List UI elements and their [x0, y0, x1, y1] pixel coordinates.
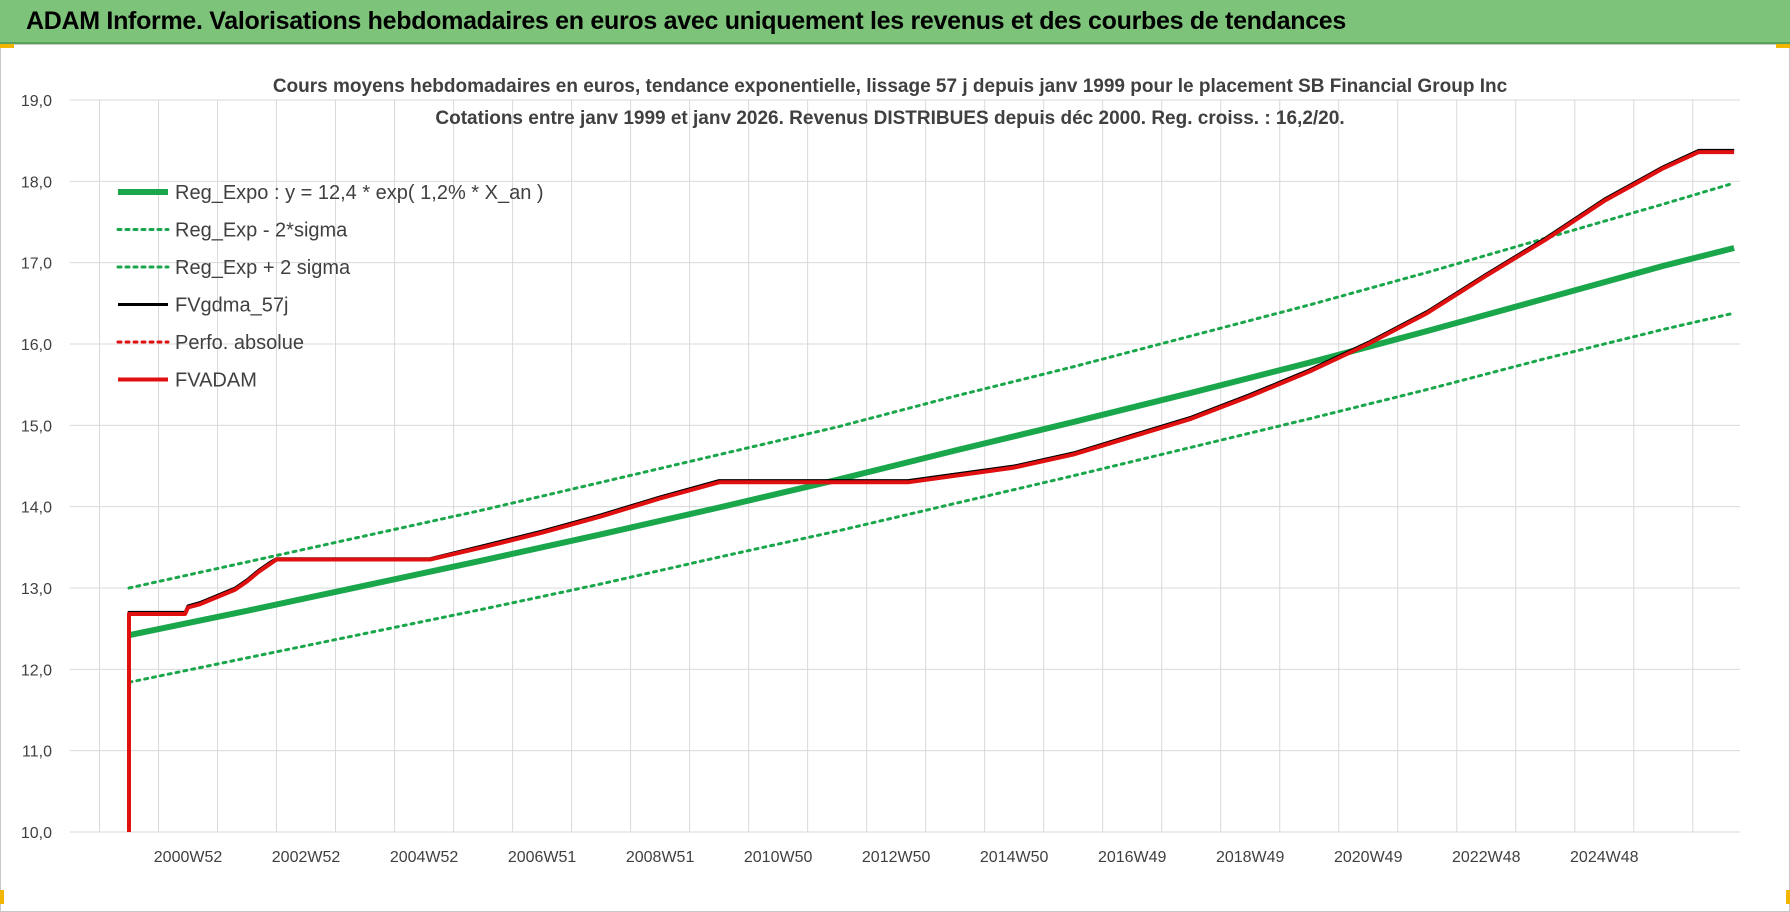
chart-title-line-2: Cotations entre janv 1999 et janv 2026. … — [435, 108, 1344, 129]
x-tick-label: 2022W48 — [1452, 849, 1521, 866]
legend-label: Reg_Expo : y = 12,4 * exp( 1,2% * X_an ) — [175, 182, 544, 204]
corner-marker-top-right — [1776, 44, 1790, 48]
x-tick-label: 2000W52 — [154, 849, 223, 866]
series-line-3 — [127, 148, 1735, 832]
report-title: ADAM Informe. Valorisations hebdomadaire… — [26, 7, 1347, 35]
x-tick-label: 2016W49 — [1098, 849, 1167, 866]
y-tick-label: 17,0 — [21, 256, 52, 273]
y-axis-ticks: 10,0 11,0 12,0 13,0 14,0 15,0 16,0 17,0 18,0 19,0 — [21, 93, 52, 842]
y-tick-label: 13,0 — [21, 581, 52, 598]
x-tick-label: 2002W52 — [272, 849, 341, 866]
y-tick-label: 15,0 — [21, 418, 52, 435]
corner-marker-bottom-left — [0, 890, 4, 904]
series-line-0 — [128, 245, 1735, 639]
legend-label: Reg_Exp - 2*sigma — [175, 220, 348, 242]
series-line-5 — [127, 150, 1735, 832]
legend: Reg_Expo : y = 12,4 * exp( 1,2% * X_an )… — [116, 182, 544, 392]
chart-title-line-1: Cours moyens hebdomadaires en euros, ten… — [273, 76, 1508, 97]
legend-label: Perfo. absolue — [175, 332, 304, 354]
x-tick-label: 2014W50 — [980, 849, 1049, 866]
corner-marker-top-left — [0, 44, 14, 48]
y-tick-label: 11,0 — [22, 744, 52, 761]
series-line-1 — [127, 311, 1736, 684]
y-tick-label: 10,0 — [21, 825, 52, 842]
legend-label: Reg_Exp + 2 sigma — [175, 257, 351, 279]
x-tick-label: 2024W48 — [1570, 849, 1639, 866]
x-axis-ticks: 2000W52 2002W52 2004W52 2006W51 2008W51 2010W… — [154, 849, 1639, 866]
x-tick-label: 2006W51 — [508, 849, 577, 866]
y-tick-label: 12,0 — [21, 662, 52, 679]
x-tick-label: 2010W50 — [744, 849, 813, 866]
x-tick-label: 2020W49 — [1334, 849, 1403, 866]
x-tick-label: 2008W51 — [626, 849, 695, 866]
y-tick-label: 16,0 — [21, 337, 52, 354]
corner-marker-bottom-right — [1786, 890, 1790, 904]
series-layer — [127, 148, 1736, 832]
legend-label: FVgdma_57j — [175, 295, 288, 317]
y-tick-label: 18,0 — [21, 174, 52, 191]
y-tick-label: 14,0 — [21, 500, 52, 517]
y-tick-label: 19,0 — [21, 93, 52, 110]
x-tick-label: 2012W50 — [862, 849, 931, 866]
legend-label: FVADAM — [175, 370, 257, 392]
x-tick-label: 2004W52 — [390, 849, 459, 866]
series-line-2 — [127, 181, 1736, 590]
report-header: ADAM Informe. Valorisations hebdomadaire… — [0, 0, 1790, 44]
x-tick-label: 2018W49 — [1216, 849, 1285, 866]
